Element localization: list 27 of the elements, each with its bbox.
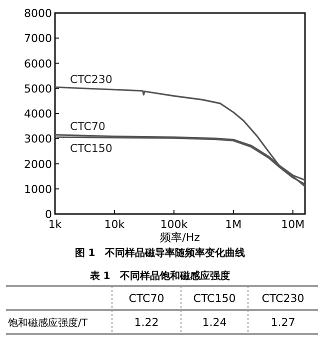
series-label: CTC150 (70, 142, 112, 155)
text: 表 1 不同样品饱和磁感应强度 (88, 270, 230, 282)
x-tick-label: 10M (281, 218, 305, 231)
x-tick-label: 10k (104, 218, 126, 231)
data-label: 1.24 (202, 316, 227, 329)
y-tick-label: 7000 (24, 32, 52, 46)
y-tick-label: 5000 (24, 82, 52, 96)
text: 饱和磁感应强度/T (7, 317, 88, 329)
y-tick-label: 6000 (24, 57, 52, 70)
x-tick-label: 100k (160, 218, 188, 231)
text: 图 1 不同样品磁导率随频率变化曲线 (74, 247, 246, 259)
series-label: CTC230 (70, 73, 112, 86)
y-tick-label: 8000 (24, 7, 52, 20)
x-axis-title: 频率/Hz (160, 231, 200, 244)
x-tick-label: 1k (48, 218, 62, 231)
y-tick-label: 2000 (24, 158, 52, 171)
y-tick-label: 1000 (24, 182, 52, 196)
x-tick-label: 1M (225, 218, 242, 231)
category-label: CTC230 (262, 292, 304, 305)
y-tick-label: 0 (45, 208, 52, 221)
category-label: CTC70 (128, 292, 164, 305)
category-label: CTC150 (193, 292, 236, 305)
data-label: 1.22 (134, 316, 159, 329)
y-tick-label: 4000 (24, 108, 52, 120)
y-tick-label: 3000 (24, 132, 52, 146)
data-label: 1.27 (270, 316, 296, 329)
series-label: CTC70 (70, 120, 106, 133)
